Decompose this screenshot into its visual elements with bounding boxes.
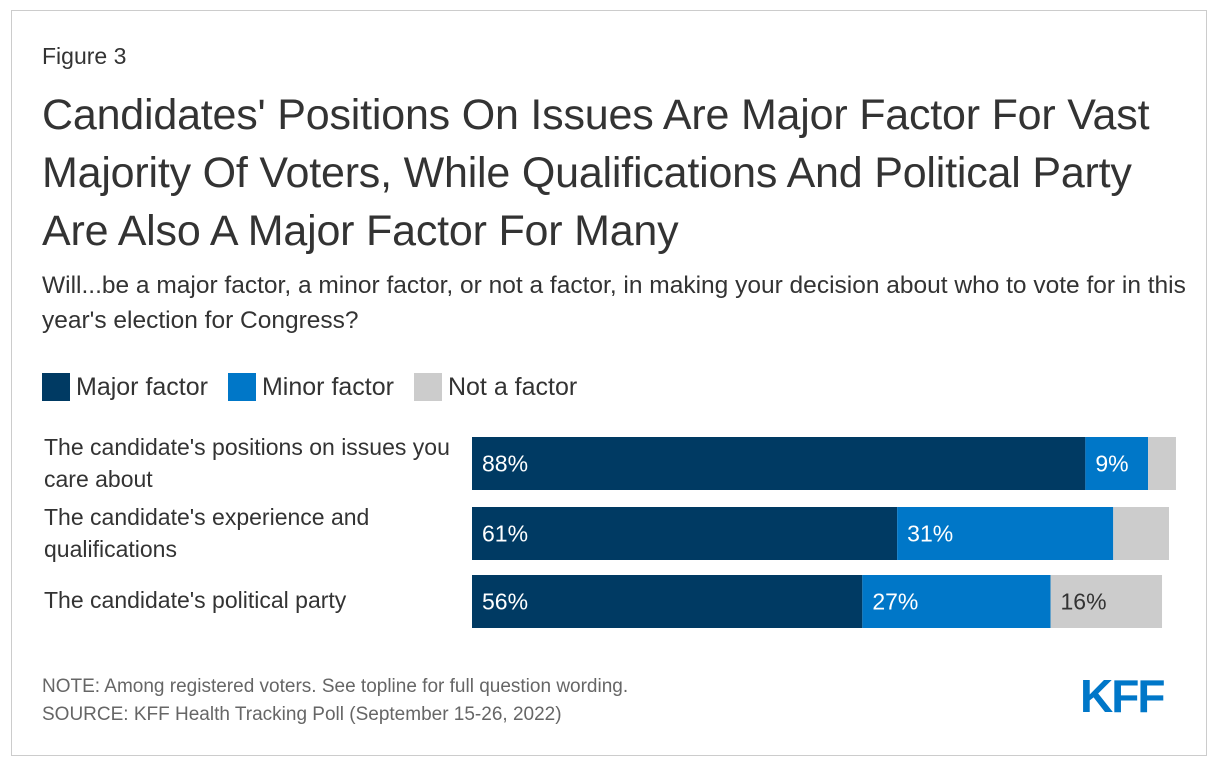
figure-label: Figure 3 [42,43,127,69]
chart-title: Candidates' Positions On Issues Are Majo… [42,91,1150,255]
legend-item-minor: Minor factor [227,372,394,402]
footer-note: NOTE: Among registered voters. See topli… [42,676,629,697]
figure-frame [11,10,1207,756]
legend-swatch-minor [227,373,256,401]
legend-swatch-major [42,373,70,401]
legend: Major factor Minor factor Not a factor [42,370,597,404]
category-label-experience: The candidate's experience and qualifica… [44,504,370,562]
kff-logo: KFF [1080,671,1166,717]
footer-notes: NOTE: Among registered voters. See topli… [42,673,628,729]
footer-source: SOURCE: KFF Health Tracking Poll (Septem… [42,704,562,725]
chart-subtitle: Will...be a major factor, a minor factor… [42,272,1186,334]
category-label-party: The candidate's political party [44,587,347,613]
legend-label-not: Not a factor [447,372,578,401]
legend-item-not: Not a factor [413,372,578,402]
legend-label-major: Major factor [76,372,208,401]
legend-swatch-not [413,373,442,401]
category-label-issues: The candidate's positions on issues you … [44,434,450,492]
legend-label-minor: Minor factor [261,372,394,401]
legend-item-major: Major factor [42,373,208,402]
kff-logo-text: KFF [1080,671,1164,717]
